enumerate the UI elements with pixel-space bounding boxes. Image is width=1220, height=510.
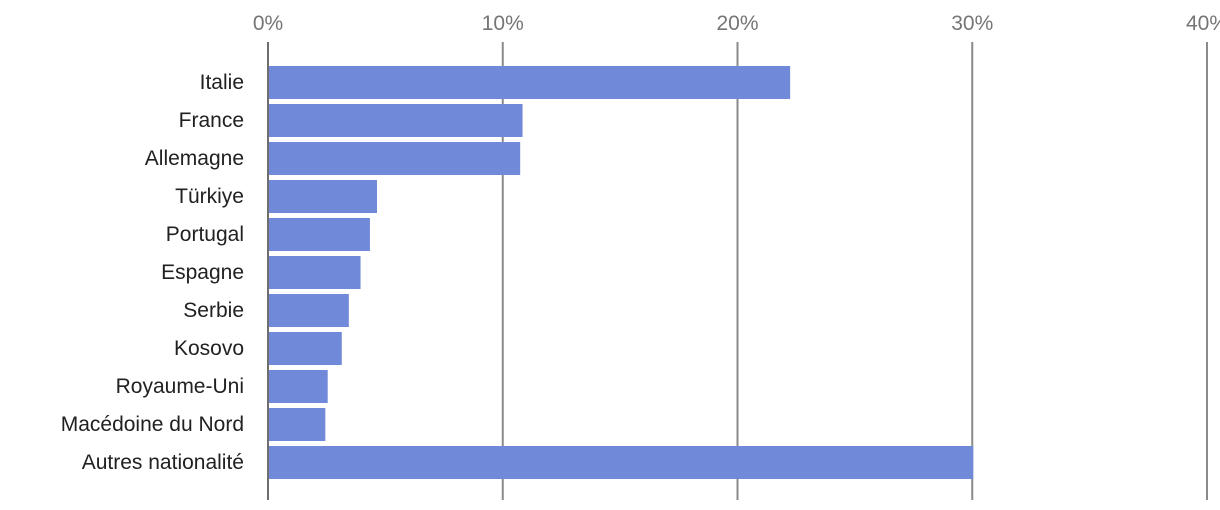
category-label: Allemagne — [145, 147, 244, 170]
bar — [269, 370, 328, 403]
category-label: Portugal — [166, 223, 244, 246]
category-label: Türkiye — [175, 185, 244, 208]
x-tick-label: 40% — [1186, 12, 1220, 35]
x-tick-label: 30% — [951, 12, 993, 35]
bar — [269, 408, 326, 441]
category-labels: Italie France Allemagne Türkiye Portugal Espa… — [61, 71, 244, 474]
category-label: Italie — [200, 71, 244, 94]
x-tick-label: 20% — [716, 12, 758, 35]
bar — [269, 104, 523, 137]
bar — [269, 66, 791, 99]
category-label: Royaume-Uni — [116, 375, 244, 398]
bar — [269, 218, 370, 251]
bars — [269, 66, 974, 479]
bar — [269, 256, 361, 289]
category-label: Serbie — [183, 299, 244, 322]
bar — [269, 294, 349, 327]
category-label: France — [179, 109, 244, 132]
category-label: Espagne — [161, 261, 244, 284]
bar — [269, 332, 342, 365]
bar — [269, 180, 377, 213]
bar — [269, 142, 521, 175]
x-axis-ticks: 0% 10% 20% 30% 40% — [253, 12, 1220, 35]
category-label: Macédoine du Nord — [61, 413, 244, 436]
category-label: Kosovo — [174, 337, 244, 360]
x-tick-label: 0% — [253, 12, 283, 35]
x-tick-label: 10% — [482, 12, 524, 35]
bar — [269, 446, 974, 479]
category-label: Autres nationalité — [82, 451, 244, 474]
